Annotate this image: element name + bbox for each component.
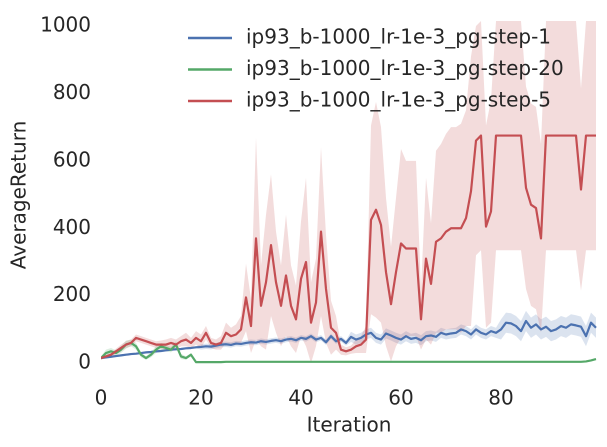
error-band xyxy=(101,310,596,360)
y-tick-label: 0 xyxy=(78,350,91,374)
x-tick-label: 0 xyxy=(95,386,108,410)
y-tick-label: 600 xyxy=(53,147,91,171)
legend-label: ip93_b-1000_lr-1e-3_pg-step-1 xyxy=(246,25,551,49)
y-tick-label: 800 xyxy=(53,80,91,104)
line xyxy=(101,319,597,360)
x-tick-label: 80 xyxy=(488,386,513,410)
y-tick-label: 1000 xyxy=(40,13,91,37)
x-tick-label: 40 xyxy=(288,386,313,410)
x-axis-label: Iteration xyxy=(307,413,392,437)
line xyxy=(101,341,597,364)
legend-label: ip93_b-1000_lr-1e-3_pg-step-20 xyxy=(246,56,564,80)
y-tick-label: 200 xyxy=(53,282,91,306)
legend-label: ip93_b-1000_lr-1e-3_pg-step-5 xyxy=(246,88,551,112)
line xyxy=(101,134,596,360)
x-tick-label: 20 xyxy=(188,386,213,410)
error-band xyxy=(101,20,596,364)
y-axis-label: AverageReturn xyxy=(7,121,31,270)
y-tick-label: 400 xyxy=(53,215,91,239)
x-tick-label: 60 xyxy=(388,386,413,410)
